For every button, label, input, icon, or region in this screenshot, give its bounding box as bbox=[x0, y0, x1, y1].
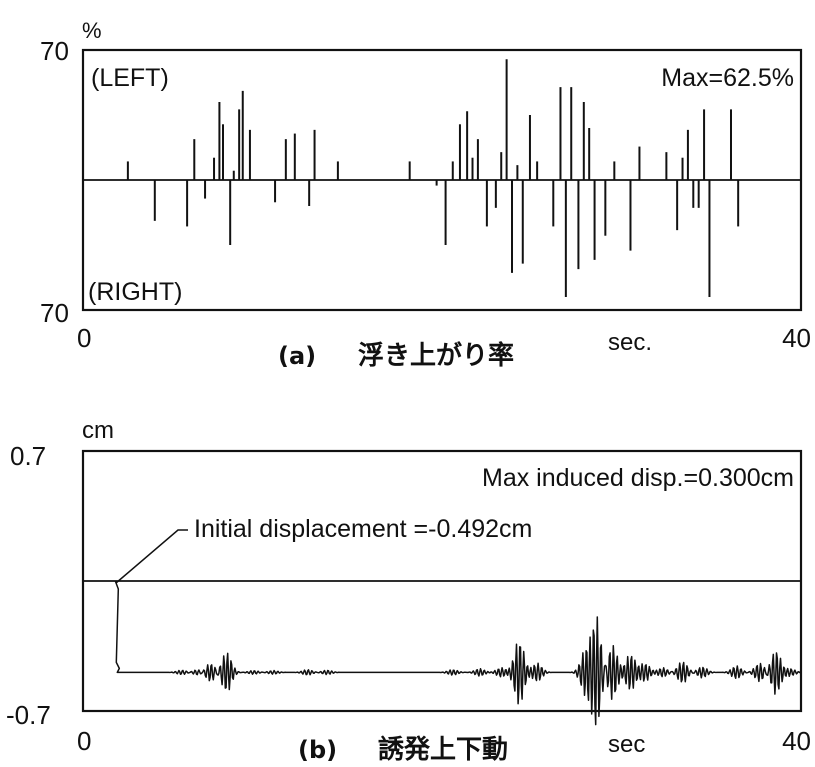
panel-b-max-annotation: Max induced disp.=0.300cm bbox=[482, 464, 794, 492]
panel-a-x-tick-0: 0 bbox=[77, 323, 91, 353]
panel-a-y-top-label: 70 bbox=[40, 36, 69, 66]
panel-b-caption: 誘発上下動 bbox=[378, 735, 508, 765]
panel-a-x-tick-40: 40 bbox=[782, 323, 811, 353]
panel-a-bars bbox=[126, 59, 740, 297]
panel-b-initial-disp-callout: Initial displacement =-0.492cm bbox=[194, 515, 532, 543]
panel-a-y-unit: % bbox=[82, 18, 102, 43]
panel-a: % 70 70 (LEFT) (RIGHT) Max=62.5% 0 40 se… bbox=[40, 18, 811, 371]
panel-a-x-unit: sec. bbox=[608, 329, 652, 356]
panel-a-label: (a) bbox=[278, 342, 316, 370]
panel-b: cm 0.7 -0.7 Max induced disp.=0.300cm In… bbox=[6, 417, 811, 765]
panel-b-y-unit: cm bbox=[82, 417, 114, 444]
panel-a-right-label: (RIGHT) bbox=[88, 278, 182, 306]
panel-b-x-tick-0: 0 bbox=[77, 726, 91, 756]
panel-a-left-label: (LEFT) bbox=[91, 64, 169, 92]
panel-b-displacement-trace bbox=[114, 580, 801, 726]
panel-a-caption: 浮き上がり率 bbox=[358, 340, 514, 371]
panel-b-callout-leader bbox=[115, 529, 188, 584]
panel-b-y-tick-bottom: -0.7 bbox=[6, 700, 51, 730]
panel-b-y-tick-top: 0.7 bbox=[10, 441, 46, 471]
panel-b-x-unit: sec bbox=[608, 731, 645, 758]
panel-a-y-bottom-label: 70 bbox=[40, 298, 69, 328]
panel-a-max-annotation: Max=62.5% bbox=[661, 64, 794, 92]
panel-b-x-tick-40: 40 bbox=[782, 726, 811, 756]
panel-b-label: (b) bbox=[298, 736, 337, 764]
